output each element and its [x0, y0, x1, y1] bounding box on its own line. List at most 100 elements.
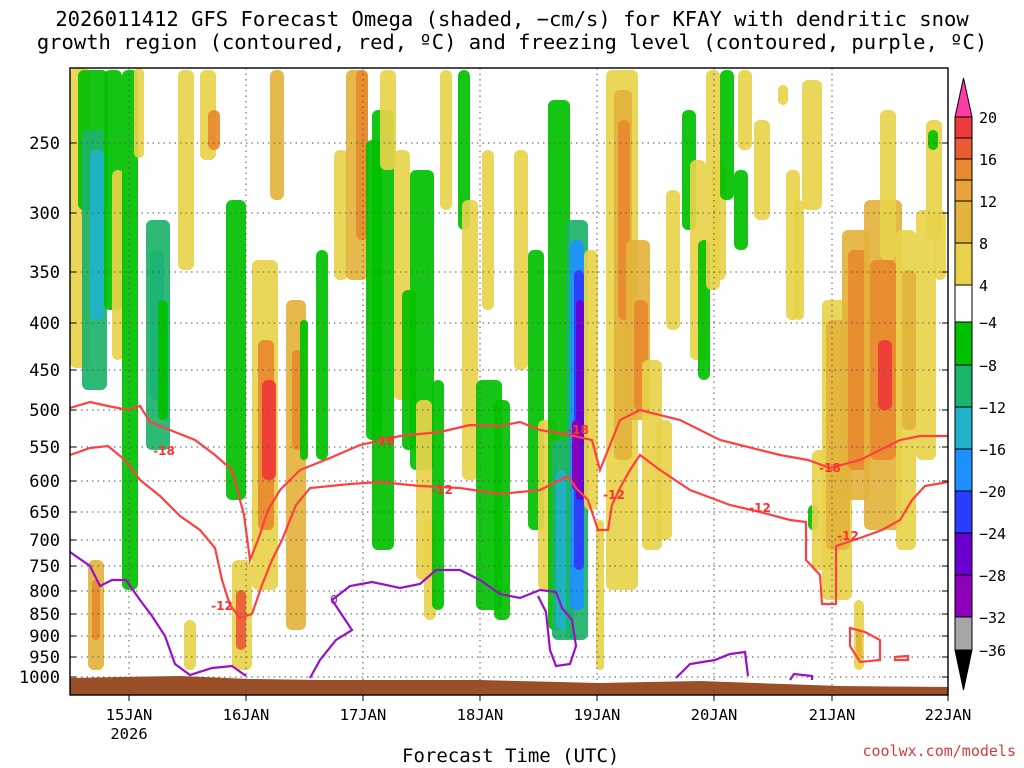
- y-tick-label: 550: [29, 438, 60, 458]
- colorbar-segment: [954, 490, 973, 534]
- x-tick-label: 20JAN: [691, 706, 738, 724]
- colorbar-segment: [954, 574, 973, 618]
- colorbar-label: −20: [979, 483, 1006, 501]
- dgz-contour-red: [70, 400, 948, 565]
- colorbar-bottom-triangle: [954, 649, 973, 691]
- omega-shade: [794, 200, 804, 320]
- omega-shade: [482, 150, 494, 310]
- omega-shade: [292, 350, 302, 450]
- x-tick-label: 16JAN: [223, 706, 270, 724]
- x-tick-label: 19JAN: [574, 706, 621, 724]
- colorbar-label: −24: [979, 525, 1006, 543]
- colorbar-segment: [954, 321, 973, 366]
- y-tick-label: 750: [29, 557, 60, 577]
- colorbar-label: −4: [979, 314, 997, 332]
- omega-shade: [656, 420, 672, 540]
- colorbar-segment: [954, 364, 973, 408]
- omega-shade: [738, 70, 752, 150]
- colorbar-segment: [954, 406, 973, 450]
- contours: -18 -18 -18 -18 -12 -12 -12 -12 -12 0: [70, 400, 948, 681]
- omega-shade: [432, 380, 444, 610]
- omega-shade: [494, 400, 510, 620]
- y-tick-label: 300: [29, 204, 60, 224]
- colorbar-label: −32: [979, 609, 1006, 627]
- freezing-level-contour-purple: [675, 650, 750, 679]
- contour-label-red: -18: [567, 423, 589, 437]
- omega-shade: [112, 170, 124, 360]
- y-tick-label: 250: [29, 134, 60, 154]
- contour-label-red: -12: [603, 488, 625, 502]
- y-tick-label: 450: [29, 361, 60, 381]
- colorbar-label: 16: [979, 151, 997, 169]
- omega-shade: [90, 150, 104, 320]
- omega-shade: [208, 110, 220, 150]
- x-tick-label: 21JAN: [809, 706, 856, 724]
- omega-shade: [300, 320, 308, 460]
- x-tick-label: 22JAN: [925, 706, 972, 724]
- omega-shade: [778, 85, 788, 105]
- contour-label-red: -18: [819, 461, 841, 475]
- omega-shade: [902, 270, 916, 430]
- colorbar-segment: [954, 616, 973, 651]
- plot-frame: [69, 67, 949, 696]
- x-axis-label: Forecast Time (UTC): [402, 745, 620, 767]
- colorbar-segment: [954, 532, 973, 576]
- surface-ground: [70, 676, 948, 695]
- y-tick-label: 800: [29, 582, 60, 602]
- dgz-contour-red: [848, 626, 882, 664]
- colorbar-segment: [954, 448, 973, 492]
- contour-label-red: -12: [749, 501, 771, 515]
- freezing-level-contour-purple: [70, 551, 247, 677]
- colorbar-label: −36: [979, 642, 1006, 660]
- x-tick-label: 18JAN: [457, 706, 504, 724]
- contour-label-purple: 0: [330, 593, 338, 607]
- x-year-label: 2026: [110, 725, 147, 743]
- chart-title-line-1: 2026011412 GFS Forecast Omega (shaded, −…: [55, 7, 969, 31]
- omega-shade: [458, 70, 470, 230]
- omega-shade: [596, 520, 604, 670]
- contour-label-red: -12: [431, 483, 453, 497]
- y-tick-label: 1000: [19, 668, 60, 688]
- omega-shade: [380, 70, 396, 170]
- y-axis: 2503003504004505005506006507007508008509…: [19, 134, 948, 688]
- y-tick-label: 400: [29, 314, 60, 334]
- omega-shade: [462, 200, 478, 480]
- credit-text: coolwx.com/models: [862, 742, 1016, 760]
- y-tick-label: 600: [29, 472, 60, 492]
- colorbar-segment: [954, 137, 973, 160]
- colorbar-label: −8: [979, 357, 997, 375]
- omega-shade: [878, 340, 892, 410]
- omega-shade: [184, 620, 196, 670]
- colorbar-label: 4: [979, 277, 988, 295]
- omega-shade: [226, 200, 246, 500]
- omega-shade: [666, 190, 680, 330]
- omega-shade: [754, 120, 770, 220]
- y-tick-label: 900: [29, 627, 60, 647]
- colorbar-segment: [954, 200, 973, 244]
- omega-shade: [270, 70, 284, 200]
- contour-label-red: -18: [373, 434, 395, 448]
- colorbar-top-triangle: [954, 77, 973, 118]
- colorbar-label: −12: [979, 399, 1006, 417]
- omega-shade: [916, 210, 936, 460]
- omega-shade: [356, 70, 368, 240]
- omega-shade: [158, 300, 168, 420]
- omega-shade: [178, 70, 194, 270]
- omega-shade: [92, 580, 100, 640]
- omega-shade: [410, 170, 434, 470]
- colorbar-segment: [954, 179, 973, 202]
- omega-shade: [926, 120, 942, 240]
- y-tick-label: 650: [29, 503, 60, 523]
- colorbar-label: 12: [979, 193, 997, 211]
- y-tick-label: 350: [29, 263, 60, 283]
- omega-shade: [928, 130, 938, 150]
- x-axis: 15JAN 16JAN 17JAN 18JAN 19JAN 20JAN 21JAN 22JAN…: [106, 695, 972, 743]
- omega-field: [70, 68, 948, 695]
- omega-shade: [584, 250, 598, 510]
- omega-shade: [134, 68, 144, 158]
- colorbar-segment: [954, 242, 973, 286]
- omega-shade: [316, 250, 328, 460]
- colorbar: 20 16 12 8 4 −4 −8 −12 −16 −20 −24 −28 −32 −36: [954, 77, 1006, 691]
- colorbar-label: −16: [979, 441, 1006, 459]
